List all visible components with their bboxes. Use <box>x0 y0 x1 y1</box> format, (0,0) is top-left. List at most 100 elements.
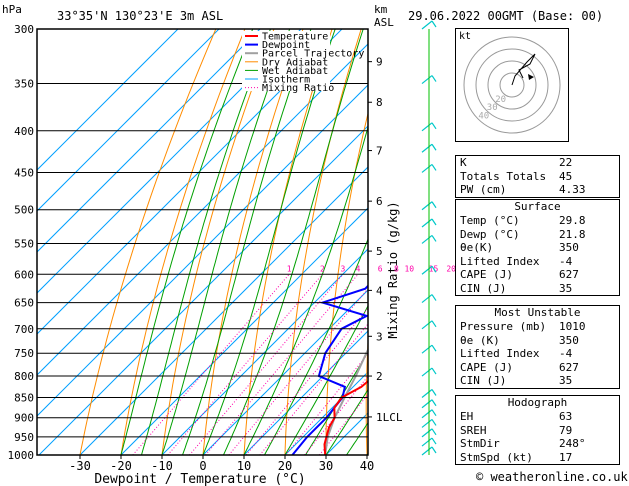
km-tick-label: 9 <box>376 56 383 69</box>
mu-cape-value: 627 <box>559 360 579 374</box>
mixing-ratio-label: 3 <box>341 264 346 273</box>
x-axis-label: Dewpoint / Temperature (°C) <box>94 472 305 486</box>
mixing-ratio-line <box>132 273 290 455</box>
pressure-tick-label: 850 <box>14 391 34 404</box>
pressure-tick-label: 750 <box>14 347 34 360</box>
x-tick-label: 40 <box>360 459 374 473</box>
hodograph-ring <box>499 72 525 98</box>
surface-cape-value: 627 <box>559 268 579 281</box>
wet-adiabat-line <box>284 304 368 455</box>
km-tick-label: 3 <box>376 330 383 343</box>
dry-adiabat-line <box>365 333 368 455</box>
km-tick-label: 2 <box>376 370 383 383</box>
mu-li-label: Lifted Index <box>460 347 540 360</box>
temperature-line <box>323 379 368 455</box>
km-unit: km <box>374 3 388 16</box>
most-unstable-title: Most Unstable <box>494 306 581 319</box>
mu-pressure-label: Pressure (mb) <box>460 320 547 333</box>
wind-barb-flag <box>431 218 437 226</box>
surface-cin-label: CIN (J) <box>460 281 507 295</box>
surface-temp-value: 29.8 <box>559 214 586 227</box>
wind-barb <box>421 218 433 228</box>
mixing-ratio-label: 6 <box>378 264 383 273</box>
mixing-ratio-label: 10 <box>404 264 414 273</box>
mu-li-value: -4 <box>559 347 573 360</box>
eh-label: EH <box>460 410 474 423</box>
hodograph-ring-label: 30 <box>487 103 498 113</box>
mu-thetae-value: 350 <box>559 333 579 347</box>
hodograph-ring <box>487 60 537 110</box>
x-tick-label: 30 <box>319 459 333 473</box>
mixing-ratio-line <box>228 287 368 455</box>
km-tick-label: 8 <box>376 96 383 109</box>
pressure-tick-label: 300 <box>14 23 34 36</box>
wind-barb <box>421 265 433 275</box>
x-tick-label: 20 <box>278 459 292 473</box>
wind-barb <box>421 367 433 377</box>
mixing-ratio-line <box>167 273 323 455</box>
pressure-tick-label: 550 <box>14 237 34 250</box>
legend-label: Mixing Ratio <box>262 83 334 94</box>
pressure-tick-label: 900 <box>14 412 34 425</box>
k-index-label: K <box>460 156 467 169</box>
station-location: 33°35'N 130°23'E 3m ASL <box>57 9 224 23</box>
wind-barb-flag <box>431 367 437 375</box>
isotherm-line <box>37 29 261 253</box>
isotherm-line <box>37 29 179 171</box>
wet-adiabat-line <box>120 29 254 455</box>
isotherm-line <box>202 289 368 455</box>
wind-barb-flag <box>431 409 437 417</box>
wet-adiabat-line <box>325 388 368 455</box>
most-unstable-table: Most Unstable Pressure (mb) 1010 θe (K) 35… <box>455 305 620 389</box>
asl-unit: ASL <box>374 16 394 29</box>
sreh-label: SREH <box>460 423 487 437</box>
surface-temp-label: Temp (°C) <box>460 214 520 227</box>
km-tick-label: 6 <box>376 195 383 208</box>
mixing-ratio-line <box>205 273 359 455</box>
pressure-tick-label: 400 <box>14 125 34 138</box>
stmdir-value: 248° <box>559 437 586 450</box>
pressure-tick-label: 800 <box>14 370 34 383</box>
isotherm-line <box>243 330 368 455</box>
wind-barb <box>421 122 433 132</box>
stmspd-value: 17 <box>559 450 573 464</box>
wind-barb <box>421 418 433 428</box>
isotherm-line <box>37 29 220 212</box>
footer-credit[interactable]: © weatheronline.co.uk <box>476 470 628 484</box>
wind-barb-flag <box>431 294 437 301</box>
wind-barb-flag <box>431 419 437 426</box>
mixing-ratio-label: 2 <box>320 264 325 273</box>
hodograph-title: Hodograph <box>507 396 568 409</box>
k-index-value: 22 <box>559 156 573 169</box>
eh-value: 63 <box>559 410 573 423</box>
wind-barb-flag <box>431 428 437 436</box>
wind-barb-flag <box>431 389 437 396</box>
hodograph-unit: kt <box>459 31 471 42</box>
wind-barb-flag <box>431 437 437 445</box>
pressure-tick-label: 350 <box>14 78 34 91</box>
pressure-tick-label: 450 <box>14 166 34 179</box>
mixing-ratio-label: 1 <box>287 264 292 273</box>
surface-li-label: Lifted Index <box>460 254 540 268</box>
wind-barb-flag <box>431 446 437 454</box>
stmspd-label: StmSpd (kt) <box>460 450 533 464</box>
pressure-tick-label: 700 <box>14 323 34 336</box>
wind-barb <box>421 446 433 456</box>
isotherm-line <box>38 125 368 455</box>
isotherm-line <box>161 248 368 455</box>
wind-barb-flag <box>431 235 437 242</box>
wind-barb-flag <box>431 201 437 209</box>
wind-barb-flag <box>431 164 437 171</box>
legend-label: Dewpoint <box>262 40 310 51</box>
wind-barb <box>421 344 433 354</box>
mu-thetae-label: θe (K) <box>460 333 500 347</box>
x-tick-label: 10 <box>237 459 251 473</box>
sreh-value: 79 <box>559 423 573 437</box>
wind-barb <box>421 234 433 244</box>
legend-box <box>242 31 330 91</box>
pw-label: PW (cm) <box>460 183 507 196</box>
hodograph-trace <box>511 53 536 86</box>
